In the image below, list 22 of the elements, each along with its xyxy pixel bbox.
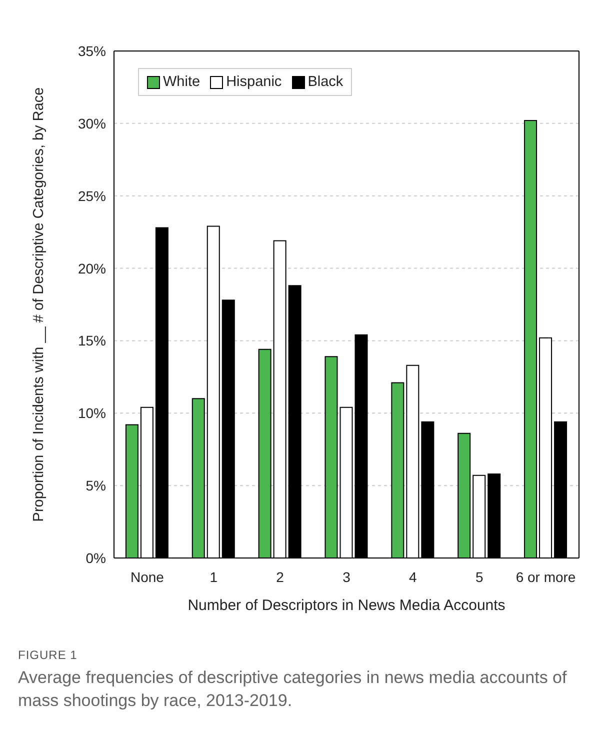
y-tick-label: 10% (78, 405, 106, 422)
caption: FIGURE 1 (18, 648, 78, 662)
x-tick-label: 1 (210, 568, 218, 585)
y-tick-label: 35% (78, 42, 106, 59)
y-tick-label: 20% (78, 260, 106, 276)
x-axis-title: Number of Descriptors in News Media Accounts (188, 597, 506, 614)
legend-label: Black (306, 74, 344, 90)
x-tick-label: 2 (276, 568, 284, 585)
text: Average frequencies of descriptive categories in news media accounts of mass shootings by race, 2013-2019. (18, 667, 568, 712)
y-axis-title: Proportion of Incidents with __ # of Descriptive Categories, by Race (31, 87, 48, 522)
y-tick-label: 5% (86, 478, 106, 494)
legend-label: White (162, 74, 200, 90)
x-tick-label: 4 (409, 568, 418, 585)
x-tick-label: None (130, 568, 164, 585)
y-tick-label: 15% (78, 332, 106, 349)
y-tick-label: 30% (78, 115, 106, 132)
y-tick-label: 25% (78, 188, 106, 204)
y-tick-label: 0% (86, 550, 106, 566)
legend-label: Hispanic (225, 74, 282, 90)
x-tick-label: 5 (475, 568, 484, 585)
x-tick-label: 6 or more (516, 568, 576, 585)
x-tick-label: 3 (342, 568, 351, 585)
